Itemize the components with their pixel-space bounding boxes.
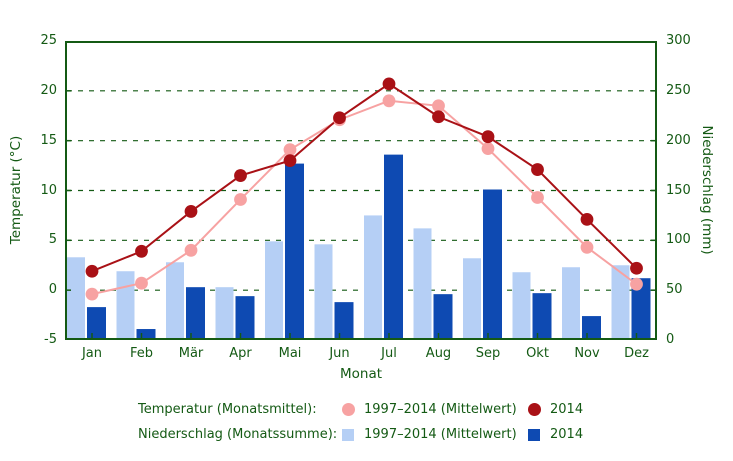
legend-entry-label: 1997–2014 (Mittelwert) — [364, 402, 517, 417]
legend-row-precipitation: Niederschlag (Monatssumme): 1997–2014 (M… — [138, 422, 610, 447]
y-tick-label-right: 300 — [666, 33, 691, 48]
precip-bar-mean — [314, 244, 333, 340]
temp-point-mean — [184, 243, 198, 257]
temp-point-2014 — [580, 213, 594, 226]
y-tick-label-left: 25 — [40, 33, 57, 48]
temp-point-2014 — [481, 130, 495, 144]
temp-point-mean — [283, 143, 297, 157]
temp-point-2014 — [333, 111, 346, 125]
x-tick-label: Nov — [574, 346, 600, 361]
y-tick-label-left: 5 — [48, 232, 57, 248]
x-tick-label: Jan — [81, 346, 103, 361]
precip-bar-mean — [562, 267, 580, 340]
temp-point-mean — [630, 277, 643, 291]
x-tick-label: Okt — [526, 346, 549, 361]
precip-bar-mean — [166, 262, 184, 340]
y-tick-label-right: 0 — [666, 332, 675, 347]
temp-point-mean — [531, 191, 544, 204]
temp-point-2014 — [283, 154, 297, 167]
precip-bar-2014 — [532, 293, 552, 340]
precip-bar-2014 — [483, 189, 502, 340]
temp-point-2014 — [630, 261, 643, 275]
precip-bar-2014 — [235, 296, 255, 340]
y-tick-label-left: -5 — [44, 332, 57, 347]
legend-marker-temp-mean-icon — [342, 403, 355, 416]
y-tick-label-left: 20 — [40, 82, 57, 98]
precip-bar-mean — [215, 287, 234, 340]
legend-marker-temp-2014-icon — [528, 403, 541, 416]
temp-line-mean — [91, 99, 638, 296]
temp-line-2014 — [91, 82, 638, 273]
temp-point-2014 — [234, 169, 247, 182]
temp-point-2014 — [531, 163, 544, 176]
precip-bar-2014 — [136, 329, 156, 340]
x-tick-label: Aug — [425, 346, 452, 361]
x-axis-title: Monat — [339, 366, 383, 382]
precip-bar-mean — [413, 228, 432, 340]
legend-row-label: Temperatur (Monatsmittel): — [138, 402, 317, 417]
precip-bar-2014 — [631, 278, 651, 340]
temp-point-2014 — [135, 244, 148, 258]
x-tick-label: Dez — [624, 346, 649, 361]
legend-entry-label: 2014 — [550, 427, 584, 442]
x-tick-label: Apr — [229, 346, 252, 361]
temp-point-mean — [580, 240, 594, 254]
temp-point-2014 — [85, 264, 99, 278]
temp-point-2014 — [184, 205, 198, 218]
legend-marker-precip-mean-icon — [342, 428, 354, 441]
temp-point-2014 — [432, 110, 445, 124]
right-axis-title: Niederschlag (mm) — [699, 125, 715, 255]
temp-point-mean — [234, 193, 247, 206]
precip-bar-2014 — [433, 294, 453, 340]
x-tick-label: Mär — [178, 346, 204, 361]
temp-point-2014 — [382, 77, 396, 91]
y-tick-label-left: 15 — [40, 132, 57, 148]
precip-bar-2014 — [285, 163, 304, 340]
legend-row-temperature: Temperatur (Monatsmittel): 1997–2014 (Mi… — [138, 397, 610, 422]
precip-bar-mean — [512, 272, 531, 340]
precip-bar-mean — [67, 257, 85, 340]
legend-entry-label: 1997–2014 (Mittelwert) — [364, 427, 517, 442]
y-tick-label-right: 150 — [666, 182, 691, 198]
temp-point-mean — [85, 287, 99, 301]
precip-bar-mean — [611, 265, 630, 340]
temp-point-mean — [135, 276, 148, 290]
legend-row-label: Niederschlag (Monatssumme): — [138, 427, 338, 442]
plot-area — [65, 40, 657, 341]
x-tick-label: Jun — [329, 346, 350, 361]
y-tick-label-left: 10 — [40, 182, 57, 198]
chart-svg — [65, 40, 657, 341]
y-tick-label-right: 200 — [666, 132, 691, 148]
x-tick-label: Feb — [129, 346, 154, 361]
y-tick-label-right: 250 — [666, 82, 691, 98]
precip-bar-mean — [265, 241, 283, 340]
precip-bar-mean — [116, 271, 135, 340]
temp-point-mean — [432, 99, 445, 113]
chart-legend: Temperatur (Monatsmittel): 1997–2014 (Mi… — [138, 397, 610, 447]
precip-bar-2014 — [384, 154, 403, 340]
precip-bar-2014 — [582, 316, 601, 340]
x-tick-label: Mai — [278, 346, 302, 361]
precip-bar-mean — [364, 215, 382, 340]
legend-marker-precip-2014-icon — [528, 428, 540, 441]
precip-bar-2014 — [186, 287, 205, 340]
temp-point-mean — [481, 142, 495, 156]
x-tick-label: Jul — [381, 346, 397, 361]
temp-point-mean — [382, 94, 396, 108]
x-tick-label: Sep — [475, 346, 501, 361]
precip-bar-2014 — [334, 302, 354, 340]
precip-bar-2014 — [87, 307, 106, 340]
legend-entry-label: 2014 — [550, 402, 584, 417]
y-tick-label-left: 0 — [48, 282, 57, 298]
precip-bar-mean — [463, 258, 481, 340]
y-tick-label-right: 50 — [666, 282, 683, 298]
y-tick-label-right: 100 — [666, 232, 691, 248]
plot-frame — [65, 41, 657, 340]
